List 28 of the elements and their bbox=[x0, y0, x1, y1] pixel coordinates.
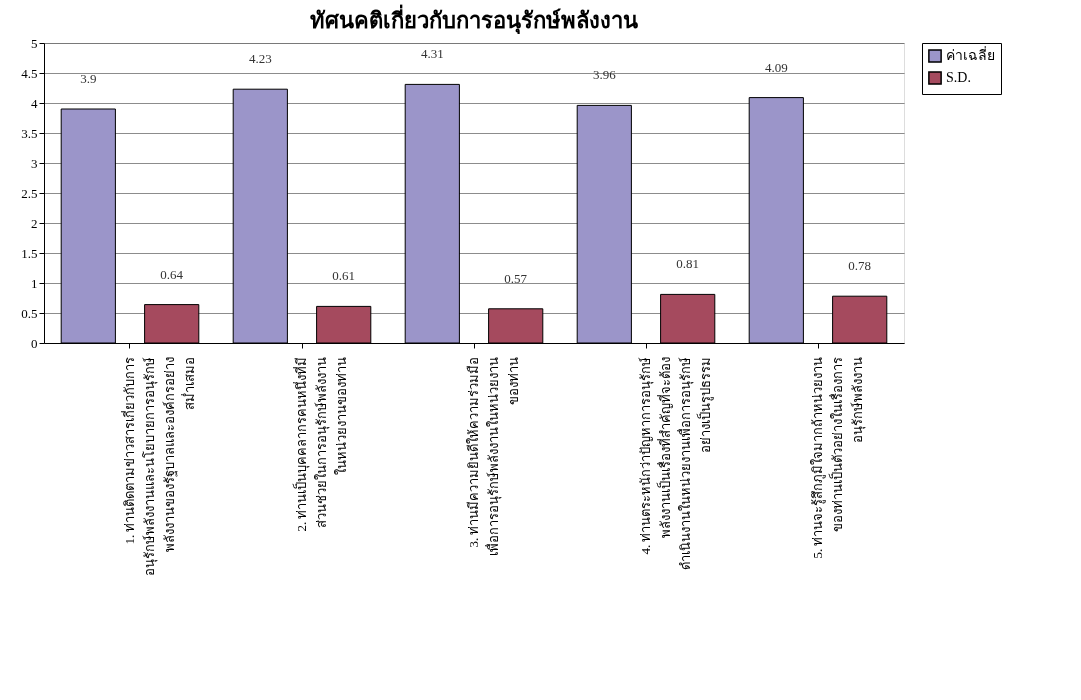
data-label: 4.31 bbox=[420, 46, 444, 62]
data-label: 4.09 bbox=[764, 59, 788, 75]
data-label: 0.64 bbox=[160, 266, 184, 282]
y-tick-label: 4.5 bbox=[21, 65, 38, 81]
y-tick-label: 2.5 bbox=[21, 185, 38, 201]
y-tick-label: 3.5 bbox=[21, 125, 38, 141]
y-tick-label: 0.5 bbox=[21, 305, 38, 321]
data-label: 0.57 bbox=[504, 270, 528, 286]
data-label: 4.23 bbox=[248, 51, 272, 67]
y-tick-label: 2 bbox=[31, 215, 38, 231]
x-tick-label: 1. ท่านติดตามข่าวสารเกี่ยวกับการ อนุรักษ์พลังงานและนโยบายการอนุรักษ์ พลังงานของรัฐบาลและองค์กรอย่าง สม่ำเสมอ bbox=[121, 356, 197, 576]
y-tick-label: 4 bbox=[31, 95, 38, 111]
data-label: 3.9 bbox=[80, 71, 97, 86]
chart-title: ทัศนคติเกี่ยวกับการอนุรักษ์พลังงาน bbox=[310, 4, 638, 35]
data-label: 0.61 bbox=[332, 268, 356, 284]
x-tick-label: 5. ท่านจะรู้สึกภูมิใจมากถ้าหน่วยงาน ของท่านเป็นตัวอย่างในเรื่องการ อนุรักษ์พลังงาน bbox=[810, 356, 866, 559]
y-tick-label: 1 bbox=[31, 275, 38, 291]
y-tick-label: 0 bbox=[31, 335, 38, 351]
x-tick-label: 4. ท่านตระหนักว่าปัญหาการอนุรักษ์ พลังงานเป็นเรื่องที่สำคัญที่จะต้อง ดำเนินงานในหน่วยงานเพื่อการอนุรักษ์ อย่างเป็นรูปธรรม bbox=[638, 356, 714, 570]
x-tick-label: 3. ท่านมีความยินดีให้ความร่วมมือ เพื่อการอนุรักษ์พลังงานในหน่วยงาน ของท่าน bbox=[466, 356, 521, 556]
data-label: 0.78 bbox=[848, 258, 872, 274]
y-tick-label: 3 bbox=[31, 155, 38, 171]
data-label: 0.81 bbox=[676, 256, 700, 272]
y-tick-label: 1.5 bbox=[21, 245, 38, 261]
legend-label: S.D. bbox=[946, 70, 971, 85]
y-tick-label: 5 bbox=[31, 35, 38, 51]
x-tick-label: 2. ท่านเป็นบุคคลากรคนหนึ่งที่มี ส่วนช่วยในการอนุรักษ์พลังงาน ในหน่วยงานของท่าน bbox=[292, 356, 349, 532]
legend-label: ค่าเฉลี่ย bbox=[946, 46, 995, 63]
